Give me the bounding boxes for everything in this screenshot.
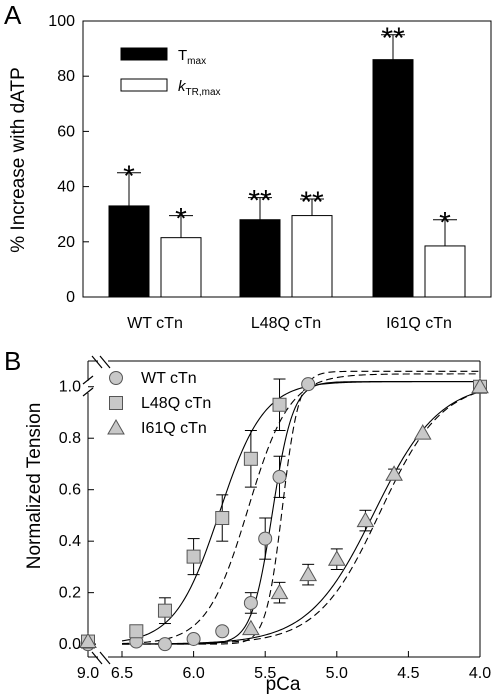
legend-label: WT cTn <box>141 370 197 387</box>
x-category-label: L48Q cTn <box>251 315 321 332</box>
panel-b-legend: WT cTn L48Q cTn I61Q cTn <box>107 370 211 437</box>
data-point-square <box>129 624 144 639</box>
data-point-triangle <box>385 465 403 481</box>
data-point-triangle <box>327 550 346 566</box>
y-tick-label: 0.8 <box>59 430 81 447</box>
bar <box>291 215 333 298</box>
axis-break-mark <box>99 355 111 369</box>
legend-label-tmax: Tmax <box>178 47 206 67</box>
fit-curve-datp <box>88 373 480 645</box>
y-tick-label: 100 <box>48 13 75 30</box>
y-tick-label: 1.0 <box>59 379 81 396</box>
panel-a-legend: Tmax kTR,max <box>120 47 221 98</box>
y-tick-label: 0.4 <box>59 533 81 550</box>
significance-marker: ** <box>300 186 324 219</box>
y-tick-label: 80 <box>57 68 75 85</box>
data-point-square <box>215 511 230 526</box>
panel-b-y-axis-title: Normalized Tension <box>24 403 45 570</box>
panel-a-y-axis-title: % Increase with dATP <box>8 67 29 253</box>
bar <box>108 205 150 298</box>
data-point-circle <box>215 624 230 639</box>
panel-b: B 9.0 6.5 6.0 5.5 5.0 4.5 4.0 0.0 0.2 0.4 0.6 0.8 1.… <box>4 346 491 695</box>
bar <box>239 219 281 298</box>
legend-label-ktr: kTR,max <box>178 78 221 98</box>
significance-marker: * <box>175 203 187 236</box>
significance-marker: * <box>123 160 135 193</box>
y-tick-label: 20 <box>57 234 75 251</box>
legend-swatch-ktr <box>120 78 168 92</box>
x-tick-label: 4.5 <box>397 665 419 682</box>
data-point-triangle <box>471 377 489 394</box>
significance-marker: ** <box>248 185 272 218</box>
x-tick-label: 5.0 <box>326 665 348 682</box>
legend-marker-circle <box>109 371 123 385</box>
x-tick-label: 6.0 <box>182 665 204 682</box>
x-tick-label: 6.5 <box>111 665 133 682</box>
legend-label: L48Q cTn <box>141 395 211 412</box>
data-point-circle <box>157 637 172 652</box>
data-point-square <box>186 549 201 564</box>
panel-b-plot-area: 9.0 6.5 6.0 5.5 5.0 4.5 4.0 0.0 0.2 0.4 0.6 0.8 1.0 <box>59 355 491 682</box>
x-category-label: I61Q cTn <box>386 315 452 332</box>
panel-b-x-axis-title: pCa <box>266 674 301 695</box>
axis-break-mark <box>82 387 94 397</box>
legend-marker-triangle <box>107 418 125 435</box>
y-tick-label: 40 <box>57 179 75 196</box>
axis-break-mark <box>91 355 103 369</box>
data-point-triangle <box>242 619 260 636</box>
y-tick-label: 0.0 <box>59 636 81 653</box>
axis-break-mark <box>82 375 94 385</box>
data-point-triangle <box>270 583 289 600</box>
legend-marker-square <box>109 396 123 410</box>
data-point-circle <box>258 531 273 546</box>
x-tick-label: 9.0 <box>77 665 99 682</box>
panel-a-frame <box>82 20 492 298</box>
x-category-label: WT cTn <box>127 315 183 332</box>
data-point-circle <box>186 631 201 646</box>
data-point-triangle <box>79 632 97 649</box>
data-point-square <box>157 603 172 618</box>
y-tick-label: 0.6 <box>59 482 81 499</box>
legend-label: I61Q cTn <box>141 420 207 437</box>
data-point-circle <box>272 469 287 484</box>
axis-break-mark <box>91 651 103 665</box>
axis-break-mark <box>99 651 111 665</box>
bar <box>424 245 466 298</box>
significance-marker: * <box>439 207 451 240</box>
y-tick-label: 0 <box>66 289 75 306</box>
data-point-triangle <box>299 565 318 582</box>
y-tick-label: 60 <box>57 123 75 140</box>
data-point-circle <box>243 595 258 610</box>
data-point-square <box>243 451 258 466</box>
y-tick-label: 0.2 <box>59 585 81 602</box>
x-tick-label: 5.5 <box>254 665 276 682</box>
bar <box>160 237 202 298</box>
data-point-square <box>272 397 287 412</box>
significance-marker: ** <box>381 22 405 55</box>
data-point-triangle <box>356 511 375 528</box>
x-tick-label: 4.0 <box>469 665 491 682</box>
panel-a-label: A <box>4 0 22 30</box>
data-point-triangle <box>413 424 432 440</box>
data-point-circle <box>301 377 316 392</box>
bar <box>372 59 414 298</box>
panel-b-label: B <box>4 346 21 376</box>
legend-swatch-tmax <box>120 47 168 61</box>
